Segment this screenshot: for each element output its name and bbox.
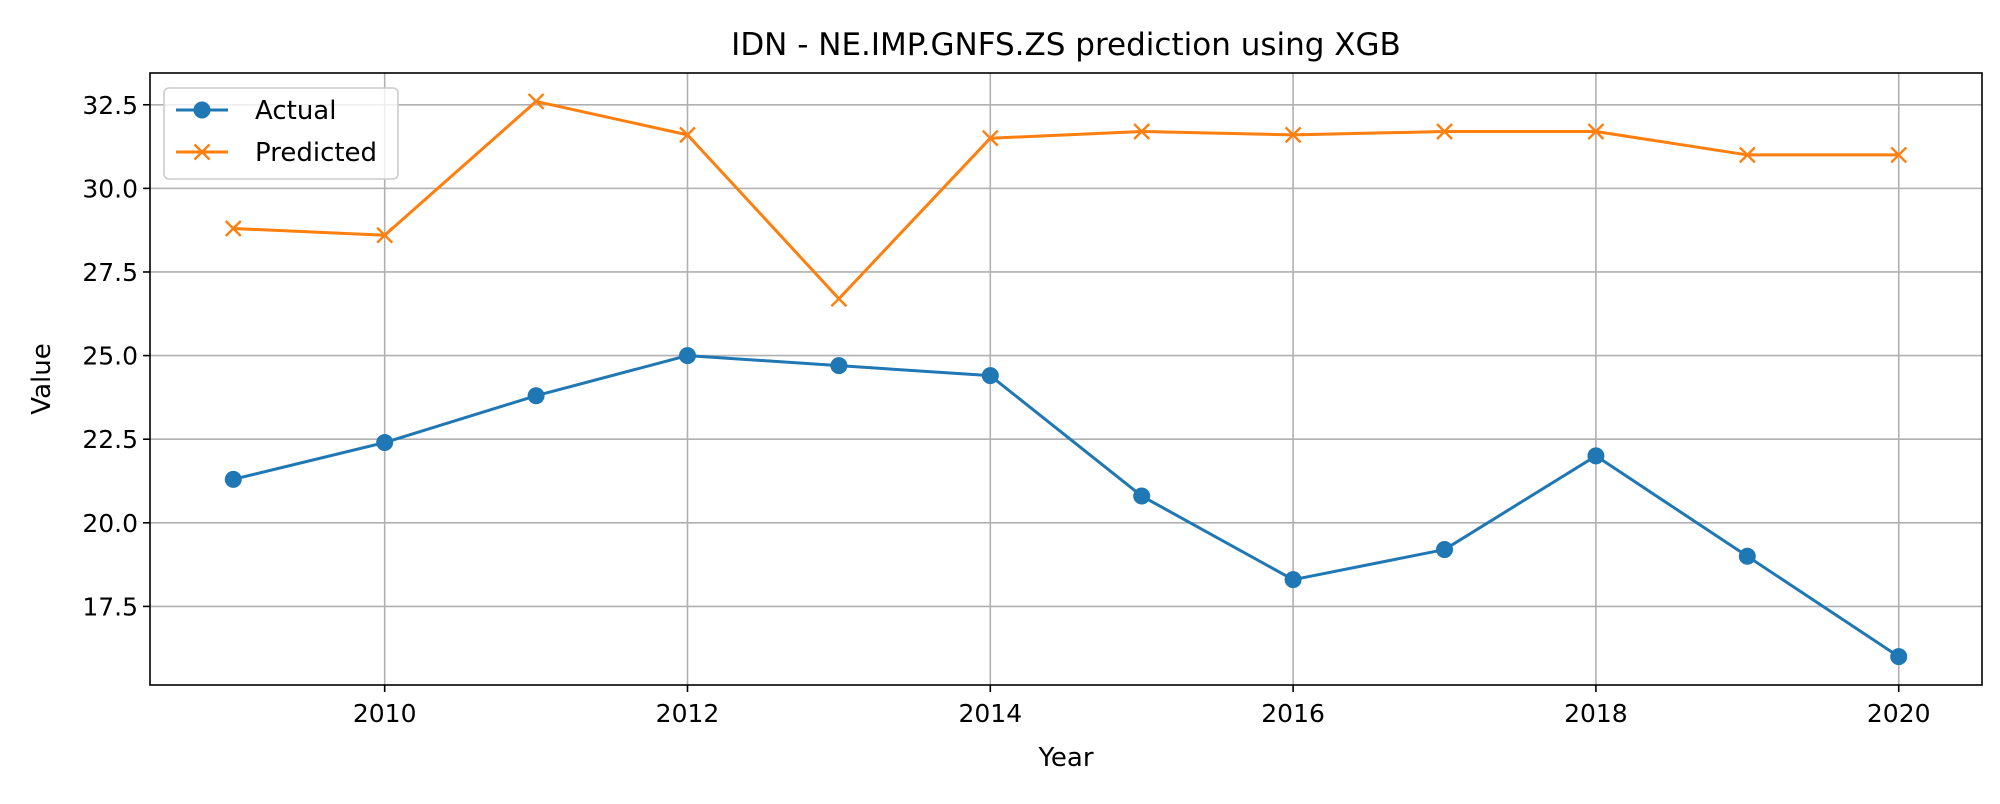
- actual-point: [678, 347, 696, 365]
- x-tick-label: 2012: [656, 699, 720, 728]
- actual-point: [1284, 571, 1302, 589]
- plot-frame: [149, 72, 1983, 686]
- predicted-point: [679, 126, 696, 144]
- legend-label: Predicted: [255, 138, 377, 168]
- actual-point: [830, 357, 848, 375]
- x-tick-label: 2020: [1867, 699, 1931, 728]
- plot-area-background: [150, 73, 1982, 685]
- grid: [150, 73, 1982, 685]
- legend-label: Actual: [255, 96, 336, 126]
- predicted-point: [1890, 146, 1908, 164]
- actual-line: [231, 354, 1901, 659]
- actual-point: [376, 434, 394, 452]
- predicted-point: [830, 290, 848, 308]
- y-tick-label: 22.5: [82, 425, 138, 454]
- predicted-point: [1587, 123, 1605, 140]
- actual-point: [1133, 487, 1151, 505]
- predicted-point: [1738, 146, 1756, 164]
- x-axis-label: Year: [1037, 743, 1093, 773]
- legend-entry-actual: Actual: [176, 96, 336, 126]
- x-tick-label: 2014: [958, 699, 1022, 728]
- legend: Actual Predicted: [163, 87, 399, 180]
- actual-point: [1436, 541, 1454, 559]
- predicted-point: [224, 220, 242, 237]
- legend-marker-swatch: [193, 143, 211, 161]
- actual-point: [1587, 447, 1605, 465]
- x-tick-label: 2018: [1564, 699, 1628, 728]
- predicted-line: [231, 99, 1901, 301]
- legend-entries: Actual Predicted: [176, 96, 377, 168]
- series-actual: [224, 347, 1908, 666]
- data-series: [224, 93, 1908, 666]
- predicted-point: [376, 226, 394, 244]
- y-tick-label: 25.0: [82, 342, 138, 371]
- actual-point: [1738, 547, 1756, 565]
- chart-title: IDN - NE.IMP.GNFS.ZS prediction using XG…: [731, 27, 1401, 63]
- predicted-point: [981, 129, 999, 147]
- y-tick-label: 32.5: [82, 91, 138, 120]
- x-tick-label: 2010: [353, 699, 417, 728]
- actual-point: [1890, 648, 1908, 666]
- series-predicted: [224, 93, 1908, 308]
- predicted-point: [1436, 123, 1453, 140]
- y-tick-label: 27.5: [82, 258, 138, 287]
- y-axis-label: Value: [27, 343, 57, 414]
- actual-point: [224, 470, 242, 488]
- legend-marker-swatch: [193, 101, 211, 119]
- y-tick-label: 20.0: [82, 509, 138, 538]
- legend-entry-predicted: Predicted: [176, 138, 377, 168]
- actual-point: [527, 387, 545, 405]
- predicted-point: [1284, 126, 1302, 144]
- x-tick-label: 2016: [1261, 699, 1325, 728]
- axis-ticks: 2010 2012 2014 2016 2018 2020 17.5 20.0 22.5 25.0…: [82, 91, 1930, 728]
- actual-point: [981, 367, 999, 385]
- y-tick-label: 17.5: [82, 592, 138, 621]
- y-tick-label: 30.0: [82, 174, 138, 203]
- predicted-point: [1133, 123, 1151, 140]
- predicted-point: [527, 93, 545, 110]
